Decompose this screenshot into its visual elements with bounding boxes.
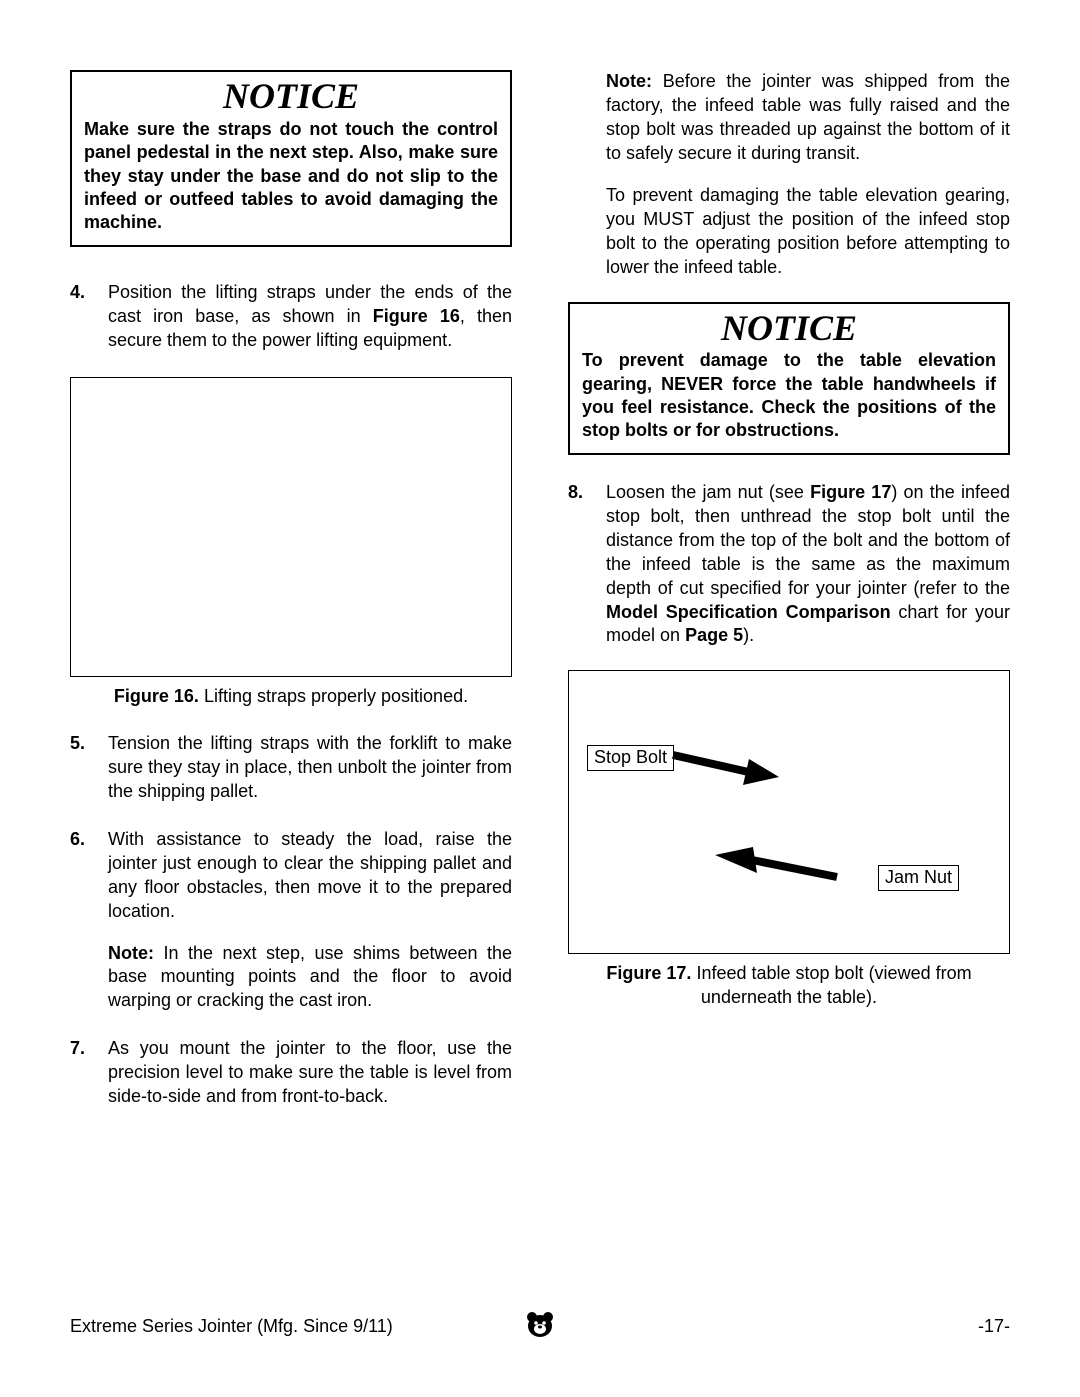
- step-body: Tension the lifting straps with the fork…: [108, 732, 512, 804]
- step-8: 8. Loosen the jam nut (see Figure 17) on…: [568, 481, 1010, 649]
- text: ).: [743, 625, 754, 645]
- figure-17-box: Stop Bolt Jam Nut: [568, 670, 1010, 954]
- arrow-stop-bolt: [671, 747, 781, 787]
- step-number: 7.: [70, 1037, 108, 1109]
- step-5: 5. Tension the lifting straps with the f…: [70, 732, 512, 804]
- figure-label: Figure 16.: [114, 686, 199, 706]
- text: Loosen the jam nut (see: [606, 482, 810, 502]
- figure-16-caption: Figure 16. Lifting straps properly posit…: [70, 685, 512, 708]
- notice-box-left: NOTICE Make sure the straps do not touch…: [70, 70, 512, 247]
- arrow-jam-nut: [709, 847, 839, 887]
- figure-16-box: [70, 377, 512, 677]
- notice-body: To prevent damage to the table elevation…: [582, 349, 996, 443]
- bold-ref: Model Specification Comparison: [606, 602, 891, 622]
- figure-label: Figure 17.: [606, 963, 691, 983]
- footer-left: Extreme Series Jointer (Mfg. Since 9/11): [70, 1316, 393, 1337]
- figure-caption-text: Infeed table stop bolt (viewed from unde…: [691, 963, 971, 1006]
- step-number: 4.: [70, 281, 108, 353]
- figure-caption-text: Lifting straps properly positioned.: [199, 686, 468, 706]
- step-number: 6.: [70, 828, 108, 1014]
- figure-ref: Figure 16: [373, 306, 460, 326]
- intro-block: Note: Before the jointer was shipped fro…: [606, 70, 1010, 280]
- text: As you mount the jointer to the floor, u…: [108, 1037, 512, 1109]
- note-text: Before the jointer was shipped from the …: [606, 71, 1010, 163]
- note-text: In the next step, use shims between the …: [108, 943, 512, 1011]
- bold-ref: Page 5: [685, 625, 743, 645]
- step-7: 7. As you mount the jointer to the floor…: [70, 1037, 512, 1109]
- step-number: 8.: [568, 481, 606, 649]
- figure-17-caption: Figure 17. Infeed table stop bolt (viewe…: [568, 962, 1010, 1009]
- step-body: As you mount the jointer to the floor, u…: [108, 1037, 512, 1109]
- step-body: With assistance to steady the load, rais…: [108, 828, 512, 1014]
- left-column: NOTICE Make sure the straps do not touch…: [70, 70, 512, 1109]
- page-footer: Extreme Series Jointer (Mfg. Since 9/11)…: [70, 1316, 1010, 1337]
- intro-para2: To prevent damaging the table elevation …: [606, 184, 1010, 280]
- footer-logo-bear-icon: [525, 1309, 555, 1344]
- text: Tension the lifting straps with the fork…: [108, 732, 512, 804]
- footer-page-number: -17-: [978, 1316, 1010, 1337]
- callout-stop-bolt: Stop Bolt: [587, 745, 674, 771]
- step-number: 5.: [70, 732, 108, 804]
- notice-title: NOTICE: [84, 78, 498, 116]
- notice-box-right: NOTICE To prevent damage to the table el…: [568, 302, 1010, 455]
- notice-body: Make sure the straps do not touch the co…: [84, 118, 498, 235]
- step-body: Loosen the jam nut (see Figure 17) on th…: [606, 481, 1010, 649]
- two-column-layout: NOTICE Make sure the straps do not touch…: [70, 70, 1010, 1109]
- notice-title: NOTICE: [582, 310, 996, 348]
- note-label: Note:: [108, 943, 154, 963]
- step-body: Position the lifting straps under the en…: [108, 281, 512, 353]
- text: With assistance to steady the load, rais…: [108, 828, 512, 924]
- note-label: Note:: [606, 71, 652, 91]
- step-4: 4. Position the lifting straps under the…: [70, 281, 512, 353]
- right-column: Note: Before the jointer was shipped fro…: [568, 70, 1010, 1109]
- figure-ref: Figure 17: [810, 482, 891, 502]
- step-6: 6. With assistance to steady the load, r…: [70, 828, 512, 1014]
- callout-jam-nut: Jam Nut: [878, 865, 959, 891]
